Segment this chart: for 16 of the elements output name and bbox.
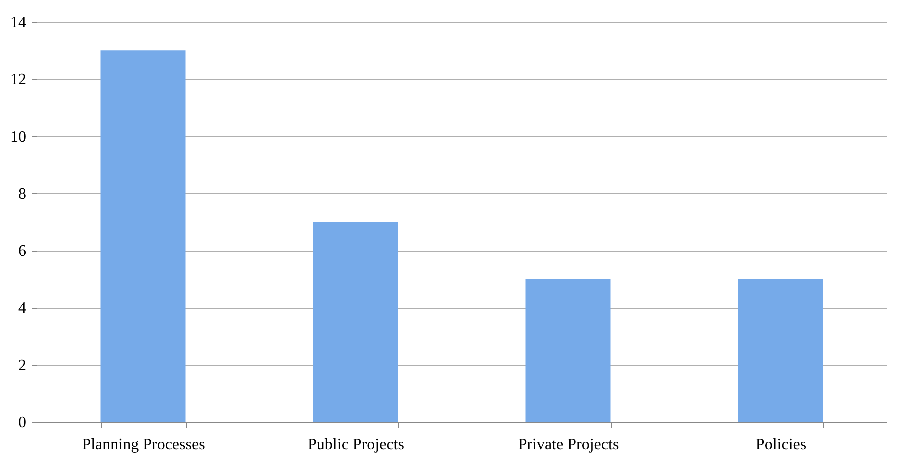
y-tick-label: 12 <box>10 72 26 89</box>
bar <box>100 50 186 422</box>
y-tick-label: 14 <box>10 14 26 32</box>
y-tick-label: 0 <box>18 414 26 432</box>
bar <box>313 222 398 422</box>
bar <box>738 279 824 422</box>
x-tick-label: Planning Processes <box>82 436 206 454</box>
y-tick-label: 8 <box>18 186 26 203</box>
y-tick-label: 10 <box>10 128 26 146</box>
x-tick-label: Public Projects <box>308 436 404 454</box>
y-tick-label: 4 <box>18 300 26 318</box>
x-tick-label: Private Projects <box>518 436 620 454</box>
bar <box>526 279 611 422</box>
y-tick-label: 6 <box>18 243 26 260</box>
x-tick-label: Policies <box>756 436 807 454</box>
y-tick-label: 2 <box>18 357 26 374</box>
